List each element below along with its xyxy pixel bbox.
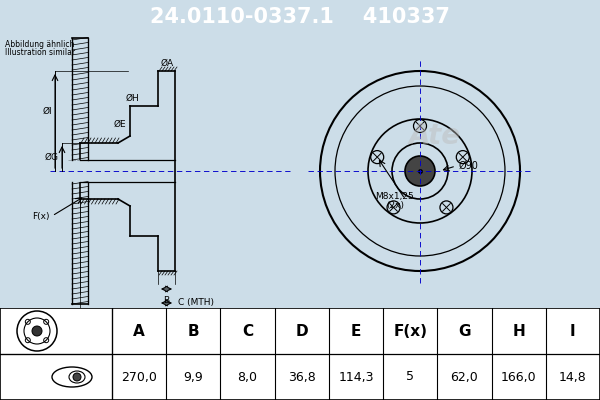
Text: C: C <box>242 324 253 340</box>
Text: D: D <box>116 324 122 333</box>
Text: ØA: ØA <box>160 58 173 68</box>
Text: 5: 5 <box>406 370 414 384</box>
Text: C (MTH): C (MTH) <box>178 298 214 308</box>
Text: A: A <box>133 324 145 340</box>
Circle shape <box>32 326 42 336</box>
Text: 24.0110-0337.1    410337: 24.0110-0337.1 410337 <box>150 7 450 27</box>
Text: 114,3: 114,3 <box>338 370 374 384</box>
Text: 14,8: 14,8 <box>559 370 587 384</box>
Text: E: E <box>351 324 361 340</box>
Text: 166,0: 166,0 <box>501 370 536 384</box>
Circle shape <box>405 156 435 186</box>
Text: Abbildung ähnlich: Abbildung ähnlich <box>5 40 74 49</box>
Text: 36,8: 36,8 <box>288 370 316 384</box>
Text: ØH: ØH <box>125 94 139 102</box>
Text: 8,0: 8,0 <box>238 370 257 384</box>
Text: F(x): F(x) <box>32 212 50 220</box>
Text: Illustration similar: Illustration similar <box>5 48 75 57</box>
Circle shape <box>73 373 81 381</box>
Text: 9,9: 9,9 <box>184 370 203 384</box>
Text: D: D <box>295 324 308 340</box>
Text: F(x): F(x) <box>393 324 427 340</box>
Text: ØG: ØG <box>45 152 59 162</box>
Text: M8x1,25: M8x1,25 <box>376 192 415 201</box>
Text: 270,0: 270,0 <box>121 370 157 384</box>
Text: ØE: ØE <box>113 120 127 129</box>
Text: G: G <box>458 324 470 340</box>
Text: Ate: Ate <box>409 122 461 150</box>
Text: B: B <box>188 324 199 340</box>
Text: ØI: ØI <box>43 106 52 116</box>
Text: I: I <box>570 324 576 340</box>
Text: 62,0: 62,0 <box>451 370 478 384</box>
Text: (2x): (2x) <box>386 201 404 210</box>
Text: Ø90: Ø90 <box>459 161 479 171</box>
Text: H: H <box>512 324 525 340</box>
Text: B: B <box>163 296 170 305</box>
